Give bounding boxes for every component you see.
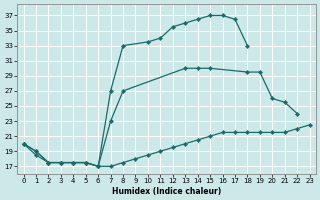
X-axis label: Humidex (Indice chaleur): Humidex (Indice chaleur) <box>112 187 221 196</box>
